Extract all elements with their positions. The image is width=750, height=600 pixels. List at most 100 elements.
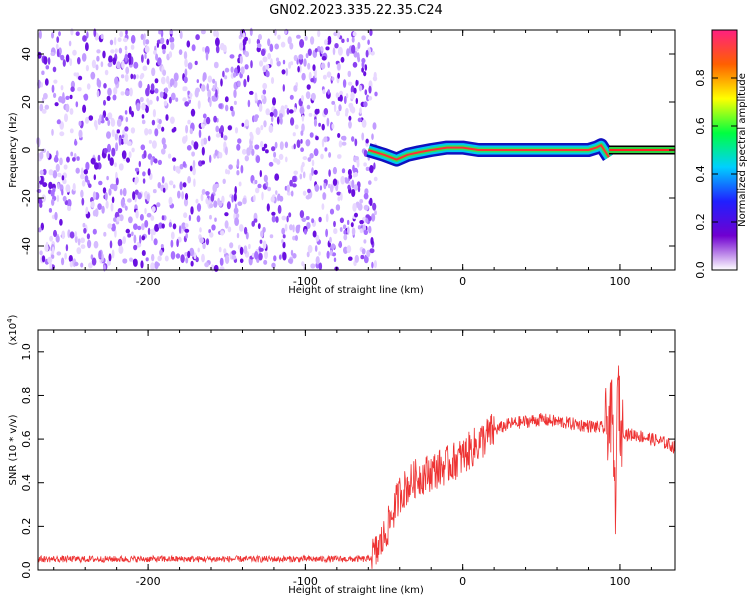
noise-speckle <box>236 158 240 168</box>
snr-y-ticks: 0.0 0.2 0.4 0.6 0.8 1.0 <box>20 343 675 579</box>
noise-speckle <box>306 222 311 229</box>
noise-speckle <box>364 64 368 71</box>
noise-speckle <box>146 58 150 65</box>
noise-speckle <box>83 227 87 234</box>
noise-speckle <box>275 216 279 223</box>
noise-speckle <box>217 197 221 206</box>
noise-speckle <box>40 222 44 231</box>
noise-speckle <box>140 260 144 269</box>
noise-speckle <box>356 160 360 168</box>
noise-speckle <box>368 180 372 185</box>
noise-speckle <box>72 49 77 56</box>
noise-speckle <box>54 211 58 221</box>
noise-speckle <box>263 174 268 183</box>
noise-speckle <box>51 32 54 39</box>
noise-speckle <box>331 100 336 105</box>
noise-speckle <box>154 128 159 137</box>
noise-speckle <box>42 182 48 188</box>
noise-speckle <box>340 56 345 63</box>
noise-speckle <box>325 228 328 238</box>
colorbar-tick-label: 0.8 <box>694 69 707 87</box>
noise-speckle <box>194 88 199 98</box>
noise-speckle <box>304 228 307 235</box>
noise-speckle <box>78 129 83 139</box>
noise-speckle <box>80 237 85 244</box>
noise-speckle <box>310 36 315 45</box>
noise-speckle <box>279 117 283 125</box>
noise-speckle <box>193 141 199 150</box>
noise-speckle <box>184 193 189 200</box>
colorbar-ticks: 0.0 0.2 0.4 0.6 0.8 <box>694 69 737 279</box>
noise-speckle <box>127 216 133 224</box>
noise-speckle <box>226 169 231 175</box>
noise-speckle <box>341 168 346 174</box>
noise-speckle <box>369 248 375 254</box>
noise-speckle <box>184 228 190 233</box>
noise-speckle <box>61 175 65 181</box>
noise-speckle <box>239 224 244 232</box>
noise-speckle <box>322 74 327 80</box>
noise-speckle <box>339 90 343 96</box>
noise-speckle <box>342 224 347 230</box>
noise-speckle <box>73 72 78 77</box>
noise-speckle <box>198 129 202 138</box>
noise-speckle <box>327 89 331 95</box>
noise-speckle <box>95 64 99 71</box>
noise-speckle <box>120 138 125 145</box>
noise-speckle <box>359 199 364 204</box>
noise-speckle <box>343 234 348 241</box>
noise-speckle <box>104 192 108 201</box>
noise-speckle <box>124 45 128 51</box>
noise-speckle <box>74 138 77 146</box>
noise-speckle <box>92 228 97 235</box>
noise-speckle <box>88 262 93 269</box>
noise-speckle <box>168 222 172 228</box>
noise-speckle <box>153 238 158 246</box>
noise-speckle <box>111 249 115 259</box>
noise-speckle <box>115 142 119 152</box>
colorbar-label: Normalized spectral amplitude <box>737 73 748 227</box>
noise-speckle <box>351 136 355 142</box>
noise-speckle <box>224 212 229 217</box>
noise-speckle <box>231 250 237 256</box>
noise-speckle <box>214 217 217 222</box>
noise-speckle <box>365 217 369 224</box>
noise-speckle <box>147 227 151 235</box>
noise-speckle <box>150 229 154 235</box>
noise-speckle <box>351 179 355 189</box>
noise-speckle <box>363 149 368 157</box>
noise-speckle <box>185 257 189 264</box>
noise-speckle <box>103 99 106 106</box>
noise-speckle <box>120 198 125 207</box>
noise-speckle <box>259 247 264 252</box>
noise-speckle <box>263 120 267 128</box>
noise-speckle <box>96 49 101 54</box>
noise-speckle <box>126 198 132 203</box>
noise-speckle <box>120 74 125 79</box>
noise-speckle <box>307 244 313 254</box>
noise-speckle <box>202 137 208 145</box>
noise-speckle <box>67 229 71 239</box>
noise-speckle <box>209 154 212 163</box>
noise-speckle <box>236 170 240 176</box>
spectrogram-y-label: Frequency (Hz) <box>8 112 19 188</box>
noise-speckle <box>116 61 121 69</box>
noise-speckle <box>254 92 258 102</box>
noise-speckle <box>151 253 155 262</box>
noise-speckle <box>144 128 149 136</box>
noise-speckle <box>177 190 181 199</box>
noise-speckle <box>153 158 158 164</box>
noise-speckle <box>231 254 237 260</box>
noise-speckle <box>346 245 352 254</box>
noise-speckle <box>157 123 162 130</box>
y-tick-label: 0.0 <box>20 561 33 579</box>
noise-speckle <box>195 34 200 41</box>
noise-speckle <box>190 260 194 267</box>
noise-speckle <box>107 153 111 161</box>
noise-speckle <box>308 112 313 117</box>
noise-speckle <box>65 103 70 113</box>
noise-speckle <box>63 164 68 170</box>
noise-speckle <box>305 216 310 220</box>
noise-speckle <box>70 28 74 36</box>
noise-speckle <box>324 39 328 46</box>
